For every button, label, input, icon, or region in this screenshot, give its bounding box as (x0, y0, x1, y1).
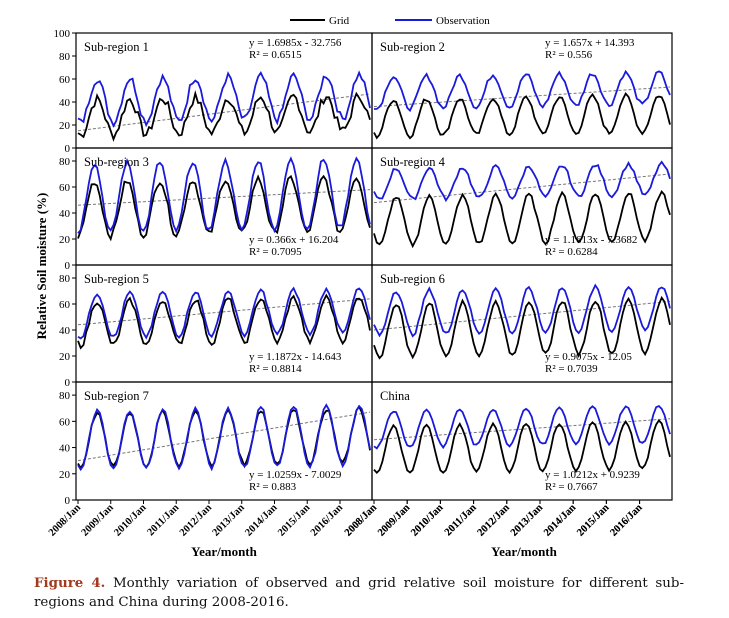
observation-series-line (77, 156, 371, 234)
x-tick-label: 2015/Jan (276, 502, 312, 538)
r-squared: R² = 0.7039 (545, 363, 598, 375)
trend-equation: y = 0.9075x - 12.05 (545, 351, 632, 363)
figure-caption: Figure 4. Monthly variation of observed … (34, 574, 684, 612)
r-squared: R² = 0.556 (545, 49, 593, 61)
x-tick-label: 2016/Jan (608, 502, 644, 538)
r-squared: R² = 0.6515 (249, 49, 302, 61)
observation-series-line (373, 69, 671, 113)
observation-series-line (77, 70, 371, 128)
x-tick-label: 2008/Jan (343, 502, 379, 538)
x-axis-label-right: Year/month (491, 544, 557, 559)
panel-title: Sub-region 3 (84, 155, 149, 169)
trend-equation: y = 1.0259x - 7.0029 (249, 469, 342, 481)
trend-equation: y = 1.6985x - 32.756 (249, 37, 342, 49)
x-tick-label: 2013/Jan (509, 502, 545, 538)
x-tick-label: 2011/Jan (443, 502, 479, 538)
observation-series-line (373, 160, 671, 203)
y-tick-label: 0 (65, 260, 71, 272)
r-squared: R² = 0.6284 (545, 246, 598, 258)
y-tick-label: 40 (59, 443, 71, 455)
grid-series-line (373, 419, 671, 475)
caption-label: Figure 4. (34, 575, 106, 591)
y-tick-label: 80 (59, 390, 71, 402)
y-axis-label: Relative Soil moisture (%) (34, 193, 49, 340)
y-tick-label: 0 (65, 143, 71, 155)
grid-series-line (77, 90, 371, 142)
y-tick-label: 60 (59, 182, 71, 194)
y-tick-label: 80 (59, 273, 71, 285)
x-tick-label: 2010/Jan (112, 502, 148, 538)
figure: Grid Observation Relative Soil moisture (%… (34, 15, 673, 559)
panel-title: Sub-region 5 (84, 272, 149, 286)
x-tick-label: 2011/Jan (146, 502, 182, 538)
r-squared: R² = 0.7095 (249, 246, 302, 258)
panel-title: Sub-region 2 (380, 40, 445, 54)
y-tick-label: 40 (59, 325, 71, 337)
x-tick-label: 2015/Jan (575, 502, 611, 538)
panel-title: China (380, 389, 410, 403)
observation-series-line (77, 403, 371, 472)
y-tick-label: 20 (59, 351, 71, 363)
y-tick-label: 20 (59, 234, 71, 246)
y-tick-label: 80 (59, 156, 71, 168)
observation-series-line (373, 405, 671, 450)
grid-series-line (373, 91, 671, 140)
x-tick-label: 2014/Jan (542, 502, 578, 538)
y-tick-label: 60 (59, 299, 71, 311)
caption-text: Monthly variation of observed and grid r… (34, 576, 684, 610)
y-tick-label: 0 (65, 495, 71, 507)
observation-series-line (373, 283, 671, 338)
panel-title: Sub-region 7 (84, 389, 149, 403)
panel-title: Sub-region 6 (380, 272, 445, 286)
y-tick-label: 20 (59, 120, 71, 132)
y-tick-label: 0 (65, 377, 71, 389)
trend-equation: y = 1.1872x - 14.643 (249, 351, 342, 363)
x-tick-label: 2012/Jan (476, 502, 512, 538)
observation-series-line (77, 286, 371, 340)
r-squared: R² = 0.8814 (249, 363, 302, 375)
x-tick-label: 2009/Jan (80, 502, 116, 538)
y-tick-label: 60 (59, 416, 71, 428)
x-tick-label: 2009/Jan (376, 502, 412, 538)
trend-line (373, 86, 671, 108)
panel-title: Sub-region 1 (84, 40, 149, 54)
legend-observation-label: Observation (436, 15, 490, 27)
trend-line (77, 298, 371, 326)
trend-equation: y = 0.366x + 16.204 (249, 234, 339, 246)
panel-title: Sub-region 4 (380, 155, 446, 169)
y-tick-label: 20 (59, 469, 71, 481)
trend-equation: y = 1.1613x - 7.3682 (545, 234, 637, 246)
panel-frame (371, 381, 673, 501)
trend-equation: y = 1.0212x + 0.9239 (545, 469, 640, 481)
grid-series-line (373, 295, 671, 360)
legend-grid-label: Grid (329, 15, 350, 27)
grid-series-line (373, 189, 671, 249)
x-tick-label: 2013/Jan (211, 502, 247, 538)
x-axis-label-left: Year/month (191, 544, 257, 559)
y-tick-label: 80 (59, 51, 71, 63)
trend-line (373, 418, 671, 441)
r-squared: R² = 0.7667 (545, 481, 598, 493)
x-tick-label: 2008/Jan (47, 502, 83, 538)
r-squared: R² = 0.883 (249, 481, 297, 493)
trend-line (77, 189, 371, 206)
x-tick-label: 2012/Jan (178, 502, 214, 538)
x-tick-label: 2016/Jan (309, 502, 345, 538)
x-tick-label: 2010/Jan (409, 502, 445, 538)
y-tick-label: 40 (59, 97, 71, 109)
trend-equation: y = 1.657x + 14.393 (545, 37, 635, 49)
grid-series-line (77, 174, 371, 242)
y-tick-label: 60 (59, 74, 71, 86)
x-tick-label: 2014/Jan (243, 502, 279, 538)
y-tick-label: 40 (59, 208, 71, 220)
grid-series-line (77, 293, 371, 350)
y-tick-label: 100 (54, 28, 71, 40)
